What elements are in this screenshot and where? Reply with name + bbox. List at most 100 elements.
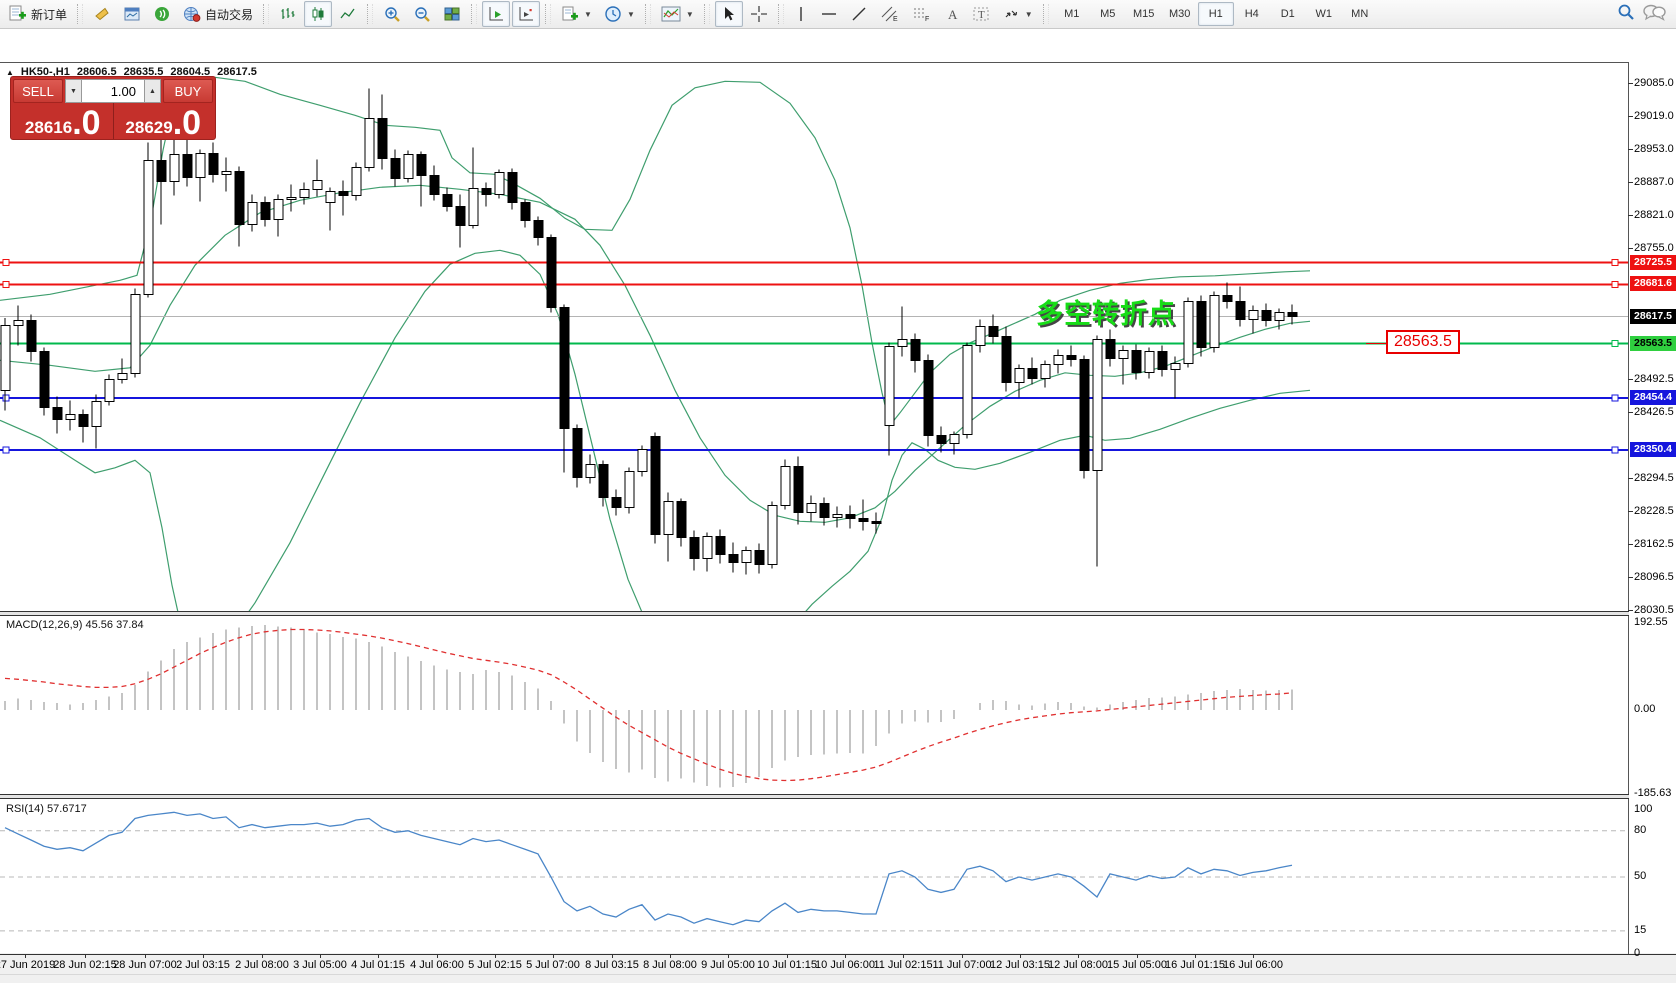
level-handle[interactable] bbox=[2, 259, 10, 266]
signals-button[interactable] bbox=[148, 1, 176, 27]
candle-body bbox=[273, 198, 284, 220]
candle-body bbox=[949, 433, 960, 444]
timeframe-button-h4[interactable]: H4 bbox=[1244, 8, 1259, 20]
fibonacci-button[interactable]: F bbox=[907, 1, 937, 27]
level-handle[interactable] bbox=[1611, 446, 1619, 454]
zoom-out-button[interactable] bbox=[408, 1, 436, 27]
candle-body bbox=[143, 159, 154, 295]
rsi-canvas[interactable] bbox=[0, 799, 1628, 954]
timeframe-button-m5[interactable]: M5 bbox=[1100, 8, 1116, 20]
timeframe-button-m15[interactable]: M15 bbox=[1133, 8, 1155, 20]
navigator-icon bbox=[123, 5, 141, 23]
panel-splitter[interactable] bbox=[0, 611, 1629, 616]
vertical-line-button[interactable] bbox=[789, 1, 813, 27]
timeframe-button-m30[interactable]: M30 bbox=[1169, 8, 1191, 20]
candle-body bbox=[845, 513, 856, 519]
crosshair-button[interactable] bbox=[745, 1, 773, 27]
svg-text:F: F bbox=[925, 16, 929, 23]
volume-decrease-button[interactable]: ▼ bbox=[65, 79, 82, 103]
cursor-button[interactable] bbox=[714, 1, 743, 27]
chevron-down-icon[interactable]: ▼ bbox=[1024, 9, 1033, 19]
rsi-scale-label: 100 bbox=[1634, 803, 1653, 815]
candle-body bbox=[52, 406, 63, 420]
market-watch-button[interactable] bbox=[88, 1, 116, 27]
chevron-down-icon[interactable]: ▼ bbox=[685, 9, 694, 19]
level-handle[interactable] bbox=[2, 281, 10, 288]
level-handle[interactable] bbox=[1611, 340, 1619, 347]
trendline-button[interactable] bbox=[845, 1, 873, 27]
main-chart-canvas[interactable] bbox=[0, 62, 1628, 612]
price-tick-label: 28887.0 bbox=[1634, 176, 1674, 188]
periods-button[interactable]: ▼ bbox=[599, 1, 640, 27]
candle-body bbox=[1001, 335, 1012, 383]
toolbar: 新订单 自动交易 bbox=[0, 0, 1676, 29]
candle-body bbox=[975, 325, 986, 346]
symbol-period-label: HK50-,H1 bbox=[20, 66, 70, 78]
chart-shift-button[interactable] bbox=[512, 1, 541, 27]
macd-canvas[interactable] bbox=[0, 615, 1628, 795]
buy-price-main: 28629 bbox=[125, 118, 173, 137]
candle-body bbox=[1248, 309, 1259, 320]
level-handle[interactable] bbox=[1611, 281, 1619, 288]
buy-button[interactable]: BUY bbox=[163, 79, 213, 103]
zoom-in-button[interactable] bbox=[378, 1, 406, 27]
price-tick-label: 28821.0 bbox=[1634, 209, 1674, 221]
new-template-button[interactable]: ▼ bbox=[556, 1, 597, 27]
new-order-button[interactable]: 新订单 bbox=[4, 1, 72, 27]
level-handle[interactable] bbox=[1611, 259, 1619, 266]
sell-button[interactable]: SELL bbox=[13, 79, 63, 103]
indicators-button[interactable]: ▼ bbox=[656, 1, 699, 27]
candle-body bbox=[1261, 309, 1272, 321]
line-chart-button[interactable] bbox=[334, 1, 362, 27]
horizontal-line-button[interactable] bbox=[815, 1, 843, 27]
time-tick-mark bbox=[85, 954, 86, 958]
price-tag-pivot: 28563.5 bbox=[1630, 336, 1676, 351]
tile-windows-button[interactable] bbox=[438, 1, 466, 27]
navigator-button[interactable] bbox=[118, 1, 146, 27]
candlestick-chart-button[interactable] bbox=[304, 1, 333, 27]
search-icon[interactable] bbox=[1616, 2, 1636, 27]
level-handle[interactable] bbox=[2, 446, 10, 454]
time-tick-label: 3 Jul 05:00 bbox=[293, 959, 347, 971]
time-tick-mark bbox=[262, 954, 263, 958]
time-tick-mark bbox=[670, 954, 671, 958]
time-tick-mark bbox=[787, 954, 788, 958]
candle-body bbox=[117, 372, 128, 380]
chevron-down-icon[interactable]: ▼ bbox=[584, 9, 592, 19]
timeframe-button-mn[interactable]: MN bbox=[1351, 8, 1369, 20]
bar-chart-button[interactable] bbox=[274, 1, 302, 27]
toolbar-grip bbox=[644, 4, 651, 24]
chevron-down-icon[interactable]: ▼ bbox=[626, 9, 635, 19]
auto-scroll-button[interactable] bbox=[482, 1, 511, 27]
timeframe-button-h1[interactable]: H1 bbox=[1197, 2, 1234, 26]
candle-body bbox=[104, 378, 115, 402]
text-icon: A bbox=[944, 5, 960, 23]
level-handle[interactable] bbox=[1611, 394, 1619, 402]
toolbar-grip bbox=[367, 4, 374, 24]
text-button[interactable]: A bbox=[939, 1, 965, 27]
timeframe-button-w1[interactable]: W1 bbox=[1315, 8, 1332, 20]
chat-icon[interactable] bbox=[1642, 2, 1666, 27]
candle-body bbox=[182, 153, 193, 178]
float-price-tag[interactable]: 28563.5 bbox=[1386, 330, 1460, 354]
chart-annotation-text[interactable]: 多空转折点 bbox=[1036, 299, 1176, 329]
time-tick-mark bbox=[25, 954, 26, 958]
autotrading-button[interactable]: 自动交易 bbox=[178, 1, 258, 27]
timeframe-button-m1[interactable]: M1 bbox=[1064, 8, 1080, 20]
candle-body bbox=[559, 306, 570, 429]
text-label-button[interactable]: T bbox=[967, 1, 995, 27]
shapes-button[interactable]: ▼ bbox=[997, 1, 1038, 27]
level-handle[interactable] bbox=[2, 394, 10, 402]
collapse-icon[interactable]: ▲ bbox=[6, 67, 14, 77]
candle-body bbox=[260, 201, 271, 220]
buy-price[interactable]: 28629 .0 bbox=[114, 103, 214, 140]
channel-button[interactable]: E bbox=[875, 1, 905, 27]
candle-body bbox=[923, 359, 934, 436]
candle-body bbox=[1066, 354, 1077, 360]
volume-increase-button[interactable]: ▲ bbox=[144, 79, 161, 103]
panel-splitter[interactable] bbox=[0, 794, 1629, 799]
volume-field[interactable]: 1.00 bbox=[82, 79, 144, 103]
sell-price[interactable]: 28616 .0 bbox=[13, 103, 113, 140]
timeframe-button-d1[interactable]: D1 bbox=[1280, 8, 1295, 20]
time-tick-label: 2 Jul 03:15 bbox=[176, 959, 230, 971]
